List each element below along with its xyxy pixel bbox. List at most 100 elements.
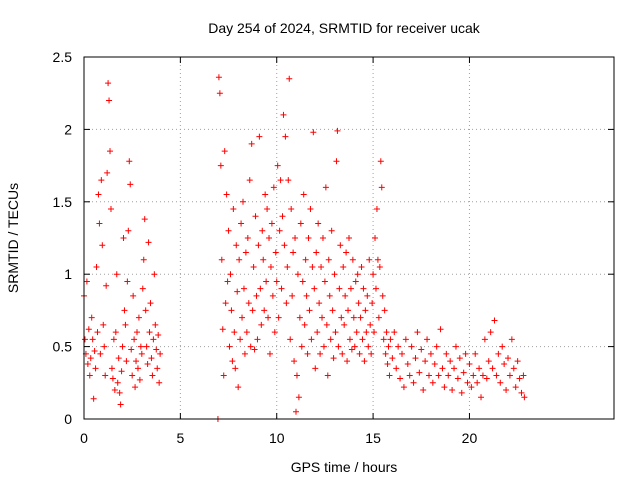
data-point — [234, 288, 241, 295]
data-point — [95, 191, 102, 198]
data-point — [518, 389, 525, 396]
data-point — [374, 256, 381, 263]
data-point — [424, 336, 431, 343]
data-point — [107, 206, 114, 213]
data-point — [218, 256, 225, 263]
data-point — [146, 329, 153, 336]
data-point — [107, 148, 114, 155]
data-point — [84, 360, 91, 367]
data-point — [346, 336, 353, 343]
data-point — [433, 343, 440, 350]
data-point — [346, 235, 352, 241]
data-point — [304, 350, 311, 357]
data-point — [315, 220, 322, 227]
data-point — [239, 314, 246, 321]
data-point — [295, 394, 302, 401]
data-point — [367, 321, 374, 328]
data-point — [240, 285, 247, 292]
data-point — [380, 336, 387, 343]
data-point — [330, 355, 337, 362]
data-point — [230, 206, 237, 213]
data-point — [354, 271, 361, 278]
data-point — [414, 329, 421, 336]
data-point — [408, 343, 415, 350]
data-point — [243, 329, 250, 336]
data-point — [489, 365, 496, 372]
data-point — [481, 336, 488, 343]
data-point — [143, 343, 150, 350]
data-point — [124, 278, 131, 285]
data-point — [297, 220, 304, 227]
data-point — [445, 372, 452, 379]
data-point — [420, 387, 427, 394]
data-point — [87, 355, 94, 362]
data-point — [456, 355, 463, 362]
data-point — [247, 343, 254, 350]
data-point — [302, 256, 309, 263]
data-point — [290, 249, 297, 256]
data-point — [335, 343, 342, 350]
data-point — [495, 350, 502, 357]
data-point — [364, 292, 371, 299]
data-point — [485, 358, 492, 365]
data-point — [233, 242, 240, 249]
data-point — [231, 329, 238, 336]
data-point — [292, 235, 299, 241]
data-point — [514, 358, 521, 365]
data-point — [468, 384, 475, 391]
data-point — [112, 329, 119, 336]
data-point — [447, 358, 454, 365]
data-point — [418, 346, 425, 353]
data-point — [501, 360, 508, 367]
data-point — [221, 148, 228, 155]
data-point — [244, 235, 251, 241]
data-point — [266, 235, 273, 241]
data-point — [309, 263, 316, 270]
data-point — [248, 140, 255, 147]
data-point — [460, 369, 467, 376]
data-point — [393, 365, 400, 372]
data-point — [253, 292, 260, 299]
data-point — [425, 372, 432, 379]
data-point — [274, 162, 281, 169]
data-point — [497, 379, 504, 386]
axis-ticks: 0 5 10 15 20 0 0.5 1 1.5 2 2.5 — [53, 49, 614, 446]
data-point — [345, 307, 352, 314]
data-point — [320, 343, 327, 350]
data-point — [341, 321, 348, 328]
data-point — [294, 271, 301, 278]
data-point — [226, 343, 233, 350]
data-point — [255, 242, 262, 249]
data-point — [252, 213, 259, 220]
data-point — [336, 285, 343, 292]
data-point — [289, 292, 296, 299]
data-point — [493, 372, 500, 379]
y-tick-label: 1.5 — [53, 194, 73, 210]
data-point — [257, 285, 264, 292]
data-point — [293, 372, 300, 379]
data-point — [118, 368, 125, 375]
data-point — [154, 365, 161, 372]
data-point — [319, 314, 326, 321]
data-point — [350, 314, 357, 321]
data-point — [375, 314, 382, 321]
data-point — [144, 360, 151, 367]
x-tick-label: 10 — [269, 430, 285, 446]
data-point — [389, 355, 396, 362]
data-point — [148, 355, 155, 362]
data-point — [86, 372, 93, 379]
data-point — [327, 336, 334, 343]
data-point — [337, 242, 344, 249]
data-point — [332, 329, 339, 336]
data-point — [369, 300, 376, 307]
data-point — [155, 332, 162, 339]
data-point — [395, 343, 402, 350]
data-point — [293, 408, 299, 415]
data-point — [258, 321, 265, 328]
data-point — [339, 350, 346, 357]
data-point — [125, 227, 132, 234]
data-point — [378, 184, 385, 191]
data-point — [137, 343, 144, 350]
data-point — [321, 278, 328, 285]
